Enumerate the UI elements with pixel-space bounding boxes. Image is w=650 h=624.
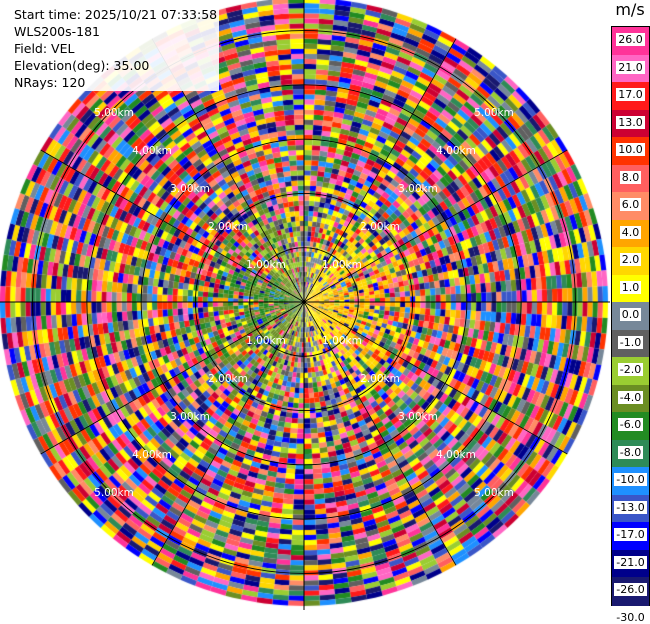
colorbar-unit: m/s [615,0,645,19]
range-ring-label: 4.00km [132,145,172,157]
range-ring [249,247,359,357]
azimuth-spoke [40,301,305,455]
range-ring-label: 1.00km [322,259,362,271]
range-ring-label: 2.00km [208,221,248,233]
azimuth-spoke [40,149,305,303]
colorbar-tick-label: -26.0 [614,583,647,597]
range-ring-label: 4.00km [132,449,172,461]
azimuth-spoke [151,301,305,566]
range-ring-label: 3.00km [398,183,438,195]
range-ring [194,192,414,412]
colorbar-tick-label: -21.0 [614,555,647,569]
colorbar-tick-label: 6.0 [619,198,642,212]
colorbar-tick-label: 2.0 [619,253,642,267]
range-ring-label: 3.00km [170,411,210,423]
range-ring-overlay: 1.00km 1.00km 1.00km 1.00km 2.00km 2.00km 2.00… [0,0,610,610]
range-ring-label: 5.00km [94,487,134,499]
nrays-text: NRays: 120 [12,74,220,91]
range-ring-label: 3.00km [398,411,438,423]
azimuth-spoke [303,149,568,303]
colorbar-tick-label: -17.0 [614,528,647,542]
colorbar-tick-label: 13.0 [616,115,645,129]
range-ring-label: 4.00km [436,145,476,157]
colorbar-tick-label: 8.0 [619,170,642,184]
range-ring-label: 1.00km [246,259,286,271]
colorbar-tick-label: 1.0 [619,280,642,294]
range-ring-label: 2.00km [360,373,400,385]
range-ring-label: 1.00km [322,335,362,347]
colorbar-tick-label: -30.0 [614,611,647,624]
range-ring-label: 3.00km [170,183,210,195]
range-ring [32,30,576,574]
colorbar-tick-label: 4.0 [619,225,642,239]
range-ring [86,84,522,520]
range-ring-label: 4.00km [436,449,476,461]
colorbar-tick-label: -8.0 [617,445,644,459]
colorbar-tick-label: -2.0 [617,363,644,377]
elevation-text: Elevation(deg): 35.00 [12,57,220,74]
colorbar-tick-label: 17.0 [616,88,645,102]
colorbar-tick-label: 21.0 [616,60,645,74]
ppi-plot [0,0,610,610]
colorbar-tick-label: -4.0 [617,390,644,404]
colorbar-tick-label: -6.0 [617,418,644,432]
azimuth-spoke [303,301,568,455]
azimuth-spoke [303,301,457,566]
colorbar-tick-label: -13.0 [614,500,647,514]
range-ring-label: 5.00km [474,487,514,499]
colorbar-tick-label: -10.0 [614,473,647,487]
colorbar-tick-label: 0.0 [619,308,642,322]
header-info: Start time: 2025/10/21 07:33:58 WLS200s-… [12,6,220,91]
range-ring-label: 2.00km [360,221,400,233]
range-ring [140,138,468,466]
field-text: Field: VEL [12,40,220,57]
colorbar: 26.0 21.0 17.0 13.0 10.0 8.0 6.0 4.0 2.0 1.0 0.0 -1… [611,26,650,624]
colorbar-tick-label: 10.0 [616,143,645,157]
colorbar-tick-label: -1.0 [617,335,644,349]
range-ring-label: 1.00km [246,335,286,347]
colorbar-tick-label: 26.0 [616,33,645,46]
instrument-text: WLS200s-181 [12,23,220,40]
azimuth-spoke [303,38,457,303]
range-ring-label: 5.00km [474,107,514,119]
range-ring-label: 2.00km [208,373,248,385]
start-time-text: Start time: 2025/10/21 07:33:58 [12,6,220,23]
range-ring-label: 5.00km [94,107,134,119]
